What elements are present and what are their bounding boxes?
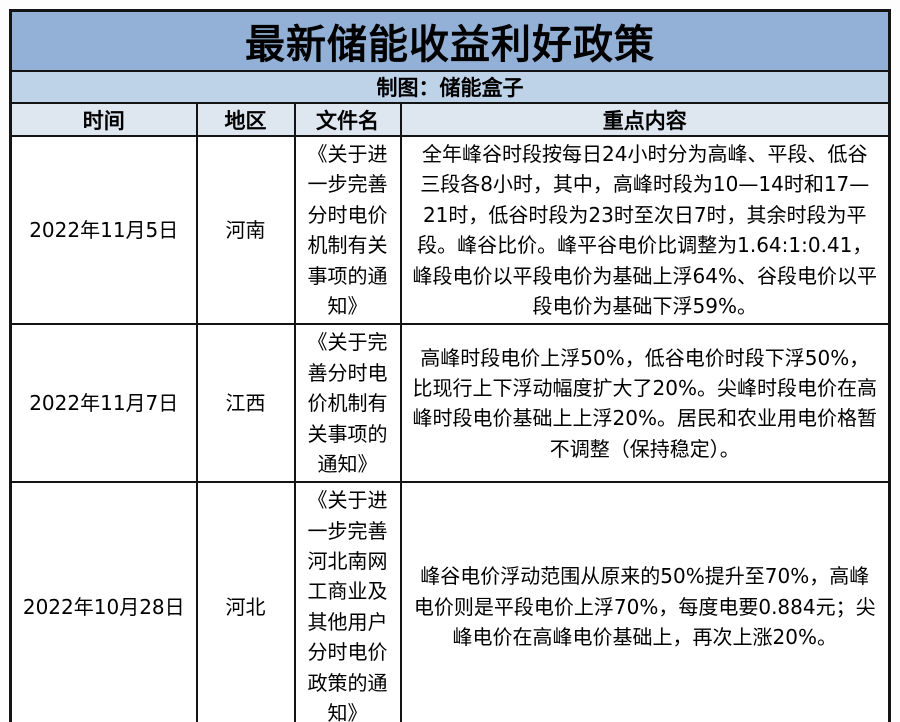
row2-region: 江西 [195, 323, 296, 484]
row1-file-name: 《关于进一步完善分时电价机制有关事项的通知》 [293, 134, 402, 326]
policy-table: 最新储能收益利好政策 制图：储能盒子 时间 地区 文件名 重点内容 2022年1… [9, 9, 891, 722]
row3-key-content: 峰谷电价浮动范围从原来的50%提升至70%，高峰电价则是平段电价上浮70%，每度… [399, 481, 891, 722]
row3-file-name: 《关于进一步完善河北南网工商业及其他用户分时电价政策的通知》 [293, 481, 402, 722]
row3-region: 河北 [195, 481, 296, 722]
row2-file-name: 《关于完善分时电价机制有关事项的通知》 [293, 323, 402, 484]
credit-row: 制图：储能盒子 [9, 70, 891, 104]
row1-region: 河南 [195, 134, 296, 326]
table-row: 2022年11月7日 江西 《关于完善分时电价机制有关事项的通知》 高峰时段电价… [9, 323, 891, 484]
row1-time: 2022年11月5日 [9, 134, 198, 326]
row2-key-content: 高峰时段电价上浮50%，低谷电价时段下浮50%，比现行上下浮动幅度扩大了20%。… [399, 323, 891, 484]
col-header-region: 地区 [195, 102, 296, 137]
table-row: 2022年11月5日 河南 《关于进一步完善分时电价机制有关事项的通知》 全年峰… [9, 134, 891, 326]
row3-time: 2022年10月28日 [9, 481, 198, 722]
col-header-time: 时间 [9, 102, 198, 137]
table-row: 2022年10月28日 河北 《关于进一步完善河北南网工商业及其他用户分时电价政… [9, 481, 891, 722]
row2-time: 2022年11月7日 [9, 323, 198, 484]
table-header-row: 时间 地区 文件名 重点内容 [9, 102, 891, 137]
row1-key-content: 全年峰谷时段按每日24小时分为高峰、平段、低谷三段各8小时，其中，高峰时段为10… [399, 134, 891, 326]
col-header-content: 重点内容 [399, 102, 891, 137]
credit-line: 制图：储能盒子 [9, 70, 891, 104]
col-header-file: 文件名 [293, 102, 402, 137]
page-title: 最新储能收益利好政策 [9, 9, 891, 72]
title-row: 最新储能收益利好政策 [9, 9, 891, 72]
